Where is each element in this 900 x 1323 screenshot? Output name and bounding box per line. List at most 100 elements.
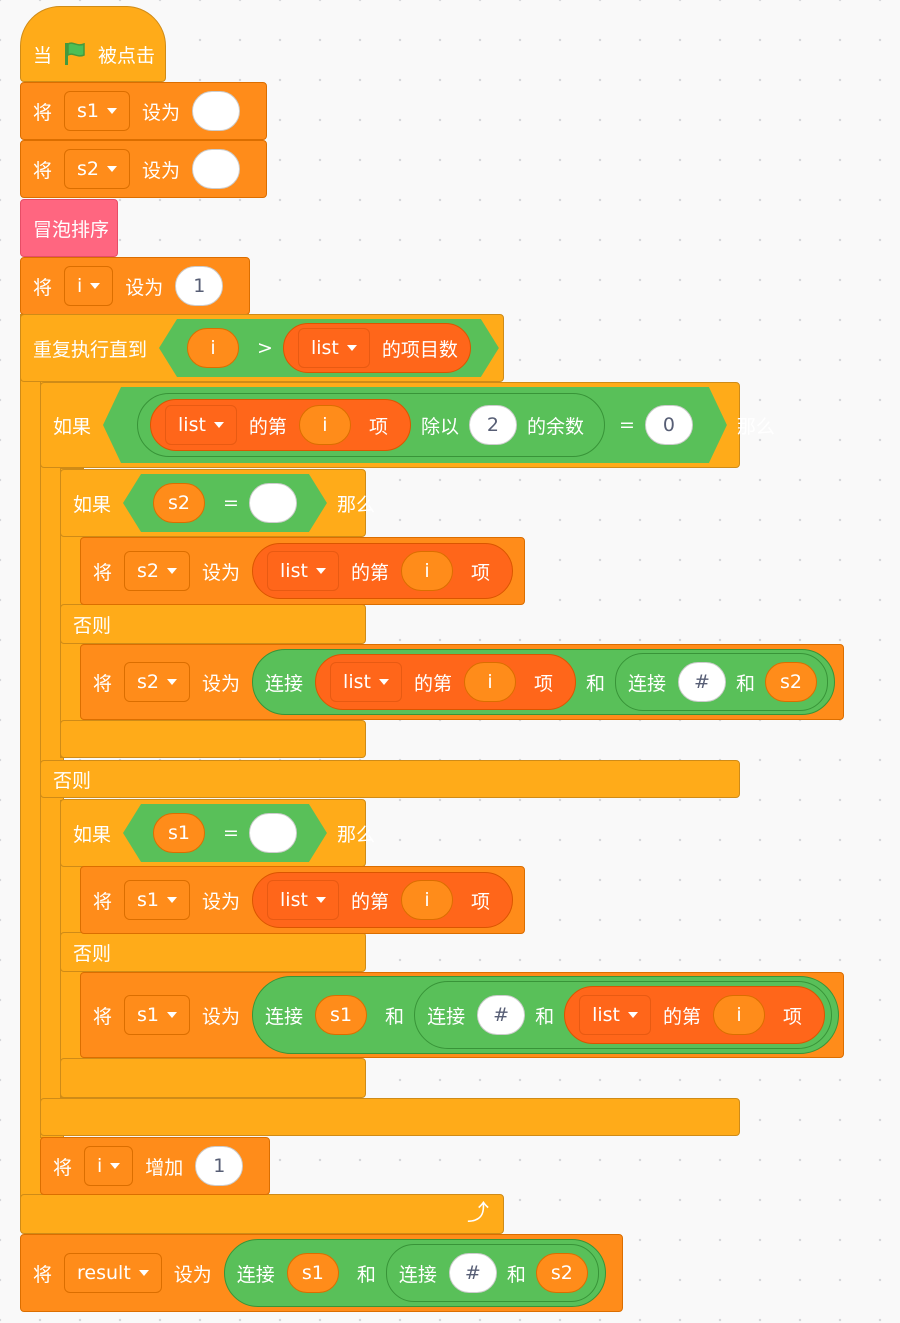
- variable-dropdown[interactable]: s2: [124, 551, 191, 591]
- if-even-block[interactable]: 如果 list 的第 i 项 除以 2 的余数 = 0 那么: [40, 382, 775, 468]
- repeat-until-block[interactable]: 重复执行直到 i > list 的项目数: [20, 314, 504, 382]
- divisor-input[interactable]: 2: [469, 405, 517, 445]
- equals-operator[interactable]: s2 =: [123, 474, 327, 532]
- list-dropdown[interactable]: list: [165, 405, 237, 445]
- hash-input[interactable]: #: [448, 1253, 497, 1293]
- mod-operator[interactable]: list 的第 i 项 除以 2 的余数: [137, 393, 605, 457]
- variable-dropdown[interactable]: s1: [124, 995, 191, 1035]
- variable-dropdown[interactable]: s2: [124, 662, 191, 702]
- i-reporter[interactable]: i: [713, 995, 766, 1035]
- join-operator-inner[interactable]: 连接 # 和 list 的第 i 项: [414, 981, 833, 1049]
- join-operator[interactable]: 连接 list 的第 i 项 和 连接 # 和 s2: [252, 649, 836, 715]
- when-flag-clicked-block[interactable]: 当 被点击: [20, 6, 166, 82]
- bubble-sort-block[interactable]: 冒泡排序: [20, 199, 118, 257]
- s2-reporter[interactable]: s2: [765, 662, 818, 702]
- set-s1-block[interactable]: 将 s1 设为: [20, 82, 267, 140]
- join-operator-inner[interactable]: 连接 # 和 s2: [615, 653, 829, 711]
- item-of-list-reporter[interactable]: list 的第 i 项: [315, 654, 576, 710]
- dropdown-value: list: [280, 560, 308, 582]
- hash-input[interactable]: #: [678, 662, 727, 702]
- greater-than-operator[interactable]: i > list 的项目数: [159, 319, 499, 377]
- set-result-block[interactable]: 将 result 设为 连接 s1 和 连接 # 和 s2: [20, 1234, 623, 1312]
- item-label: 项: [533, 672, 553, 695]
- to-label: 设为: [202, 1005, 241, 1028]
- change-i-block[interactable]: 将 i 增加 1: [40, 1137, 270, 1195]
- else-s1-bar: 否则: [60, 932, 366, 972]
- value-input[interactable]: [192, 149, 241, 189]
- list-dropdown[interactable]: list: [267, 880, 339, 920]
- i-reporter[interactable]: i: [299, 405, 351, 445]
- set-i-block[interactable]: 将 i 设为 1: [20, 257, 250, 315]
- i-reporter[interactable]: i: [463, 662, 516, 702]
- item-of-list-reporter[interactable]: list 的第 i 项: [150, 399, 411, 451]
- dropdown-value: i: [97, 1155, 103, 1177]
- variable-dropdown[interactable]: i: [64, 266, 114, 306]
- to-label: 设为: [125, 276, 164, 299]
- variable-dropdown[interactable]: s2: [64, 149, 131, 189]
- list-length-reporter[interactable]: list 的项目数: [283, 323, 471, 373]
- set-s1-item-block[interactable]: 将 s1 设为 list 的第 i 项: [80, 866, 525, 934]
- set-label: 将: [33, 101, 53, 124]
- i-reporter[interactable]: i: [400, 880, 453, 920]
- caret-down-icon: [628, 1012, 638, 1018]
- if-label: 如果: [73, 823, 112, 846]
- join-label: 连接: [398, 1263, 437, 1286]
- variable-dropdown[interactable]: s1: [124, 880, 191, 920]
- caret-down-icon: [107, 108, 118, 114]
- and-label: 和: [535, 1005, 555, 1028]
- item-label: 项: [470, 561, 490, 584]
- item-label: 项: [368, 415, 388, 438]
- s1-reporter[interactable]: s1: [153, 813, 205, 853]
- if-s1-empty-block[interactable]: 如果 s1 = 那么: [60, 799, 375, 867]
- if-label: 如果: [73, 493, 112, 516]
- set-s2-item-block[interactable]: 将 s2 设为 list 的第 i 项: [80, 537, 525, 605]
- s1-reporter[interactable]: s1: [315, 995, 368, 1035]
- else-outer-bar: 否则: [40, 760, 740, 798]
- if-s1-bottom: [60, 1058, 366, 1098]
- change-by-label: 增加: [145, 1156, 184, 1179]
- dropdown-value: list: [280, 889, 308, 911]
- s2-reporter[interactable]: s2: [153, 483, 205, 523]
- dropdown-value: i: [77, 275, 83, 297]
- list-dropdown[interactable]: list: [579, 995, 651, 1035]
- s1-reporter[interactable]: s1: [286, 1253, 339, 1293]
- list-dropdown[interactable]: list: [330, 662, 402, 702]
- dropdown-value: s2: [77, 158, 100, 180]
- gt-label: >: [257, 337, 273, 359]
- i-reporter[interactable]: i: [187, 328, 239, 368]
- s2-reporter[interactable]: s2: [535, 1253, 588, 1293]
- item-of-list-reporter[interactable]: list 的第 i 项: [252, 872, 513, 928]
- variable-dropdown[interactable]: s1: [64, 91, 131, 131]
- hash-input[interactable]: #: [477, 995, 526, 1035]
- i-reporter[interactable]: i: [400, 551, 453, 591]
- value-input[interactable]: 1: [195, 1146, 244, 1186]
- set-s2-block[interactable]: 将 s2 设为: [20, 140, 267, 198]
- if-s2-empty-block[interactable]: 如果 s2 = 那么: [60, 469, 375, 537]
- variable-dropdown[interactable]: i: [84, 1146, 134, 1186]
- variable-dropdown[interactable]: result: [64, 1253, 162, 1293]
- equals-operator[interactable]: s1 =: [123, 804, 327, 862]
- list-dropdown[interactable]: list: [267, 551, 339, 591]
- value-input[interactable]: [249, 813, 297, 853]
- set-label: 将: [93, 890, 113, 913]
- length-label: 的项目数: [381, 338, 458, 361]
- caret-down-icon: [315, 897, 326, 903]
- caret-down-icon: [110, 1163, 121, 1169]
- value-input[interactable]: [249, 483, 297, 523]
- zero-input[interactable]: 0: [645, 405, 693, 445]
- join-operator-inner[interactable]: 连接 # 和 s2: [385, 1244, 599, 1302]
- set-s1-join-block[interactable]: 将 s1 设为 连接 s1 和 连接 # 和 list 的第 i 项: [80, 972, 844, 1058]
- set-s2-join-block[interactable]: 将 s2 设为 连接 list 的第 i 项 和 连接 # 和 s2: [80, 644, 844, 720]
- value-input[interactable]: 1: [175, 266, 224, 306]
- dropdown-value: list: [178, 414, 206, 436]
- value-input[interactable]: [192, 91, 241, 131]
- item-of-label: 的第: [248, 415, 287, 438]
- join-operator[interactable]: 连接 s1 和 连接 # 和 list 的第 i 项: [252, 976, 840, 1054]
- equals-operator[interactable]: list 的第 i 项 除以 2 的余数 = 0: [103, 387, 727, 463]
- join-operator[interactable]: 连接 s1 和 连接 # 和 s2: [223, 1239, 606, 1307]
- caret-down-icon: [167, 1012, 178, 1018]
- list-dropdown[interactable]: list: [298, 328, 370, 368]
- item-of-list-reporter[interactable]: list 的第 i 项: [564, 986, 826, 1044]
- dropdown-value: list: [343, 671, 371, 693]
- item-of-list-reporter[interactable]: list 的第 i 项: [252, 543, 513, 599]
